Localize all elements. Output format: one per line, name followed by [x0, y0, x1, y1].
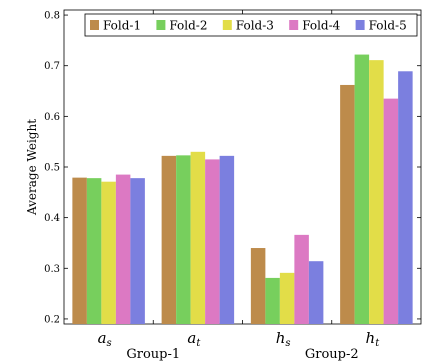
- category-label: hs: [276, 329, 291, 349]
- legend-label: Fold-1: [103, 19, 141, 33]
- y-tick-label: 0.8: [44, 11, 60, 22]
- bar-fold-1-as: [72, 177, 87, 324]
- legend-swatch: [90, 20, 99, 30]
- y-tick-label: 0.2: [44, 314, 60, 325]
- bar-fold-2-at: [176, 155, 191, 324]
- y-tick-label: 0.3: [44, 264, 60, 275]
- bar-fold-2-hs: [265, 277, 280, 324]
- bar-fold-1-at: [161, 155, 177, 324]
- chart-labels: 0.2 0.3 0.4 0.5 0.6 0.7 0.8 as at hs ht Group-1 Grou…: [25, 11, 380, 362]
- bar-fold-4-as: [115, 174, 131, 324]
- y-tick-label: 0.7: [44, 61, 60, 72]
- y-axis-title: Average Weight: [25, 119, 39, 216]
- legend-label: Fold-5: [369, 19, 407, 33]
- legend-swatch: [156, 20, 166, 30]
- bar-fold-2-as: [86, 178, 102, 324]
- bar-fold-4-at: [205, 159, 220, 324]
- legend-label: Fold-2: [169, 19, 207, 33]
- legend-swatch: [355, 20, 365, 30]
- bar-fold-3-hs: [279, 272, 295, 324]
- legend-swatch: [289, 20, 299, 30]
- bar-fold-4-hs: [294, 234, 309, 324]
- bar-fold-5-as: [130, 178, 145, 324]
- y-tick-label: 0.5: [44, 163, 60, 174]
- bar-fold-5-at: [219, 155, 235, 324]
- legend-box: [84, 13, 418, 37]
- category-label: at: [187, 329, 201, 349]
- bar-fold-3-at: [190, 151, 206, 324]
- bar-fold-3-ht: [369, 60, 384, 325]
- bar-fold-1-ht: [340, 84, 355, 325]
- bar-fold-4-ht: [383, 98, 399, 325]
- category-label: as: [98, 329, 112, 349]
- bar-fold-3-as: [101, 181, 116, 324]
- bar-fold-2-ht: [354, 54, 370, 324]
- group-label: Group-1: [126, 347, 180, 362]
- y-tick-label: 0.4: [44, 213, 60, 224]
- chart-bars: [72, 54, 413, 325]
- bar-fold-5-ht: [398, 71, 413, 325]
- y-tick-label: 0.6: [44, 112, 60, 123]
- bar-fold-5-hs: [308, 261, 324, 324]
- legend-label: Fold-4: [302, 19, 340, 33]
- group-label: Group-2: [305, 347, 359, 362]
- legend-swatch: [222, 20, 232, 30]
- category-label: ht: [366, 329, 381, 349]
- chart-legend: Fold-1 Fold-2 Fold-3 Fold-4 Fold-5: [84, 13, 418, 37]
- bar-fold-1-hs: [250, 248, 266, 324]
- legend-label: Fold-3: [236, 19, 274, 33]
- chart-axes: [63, 9, 422, 325]
